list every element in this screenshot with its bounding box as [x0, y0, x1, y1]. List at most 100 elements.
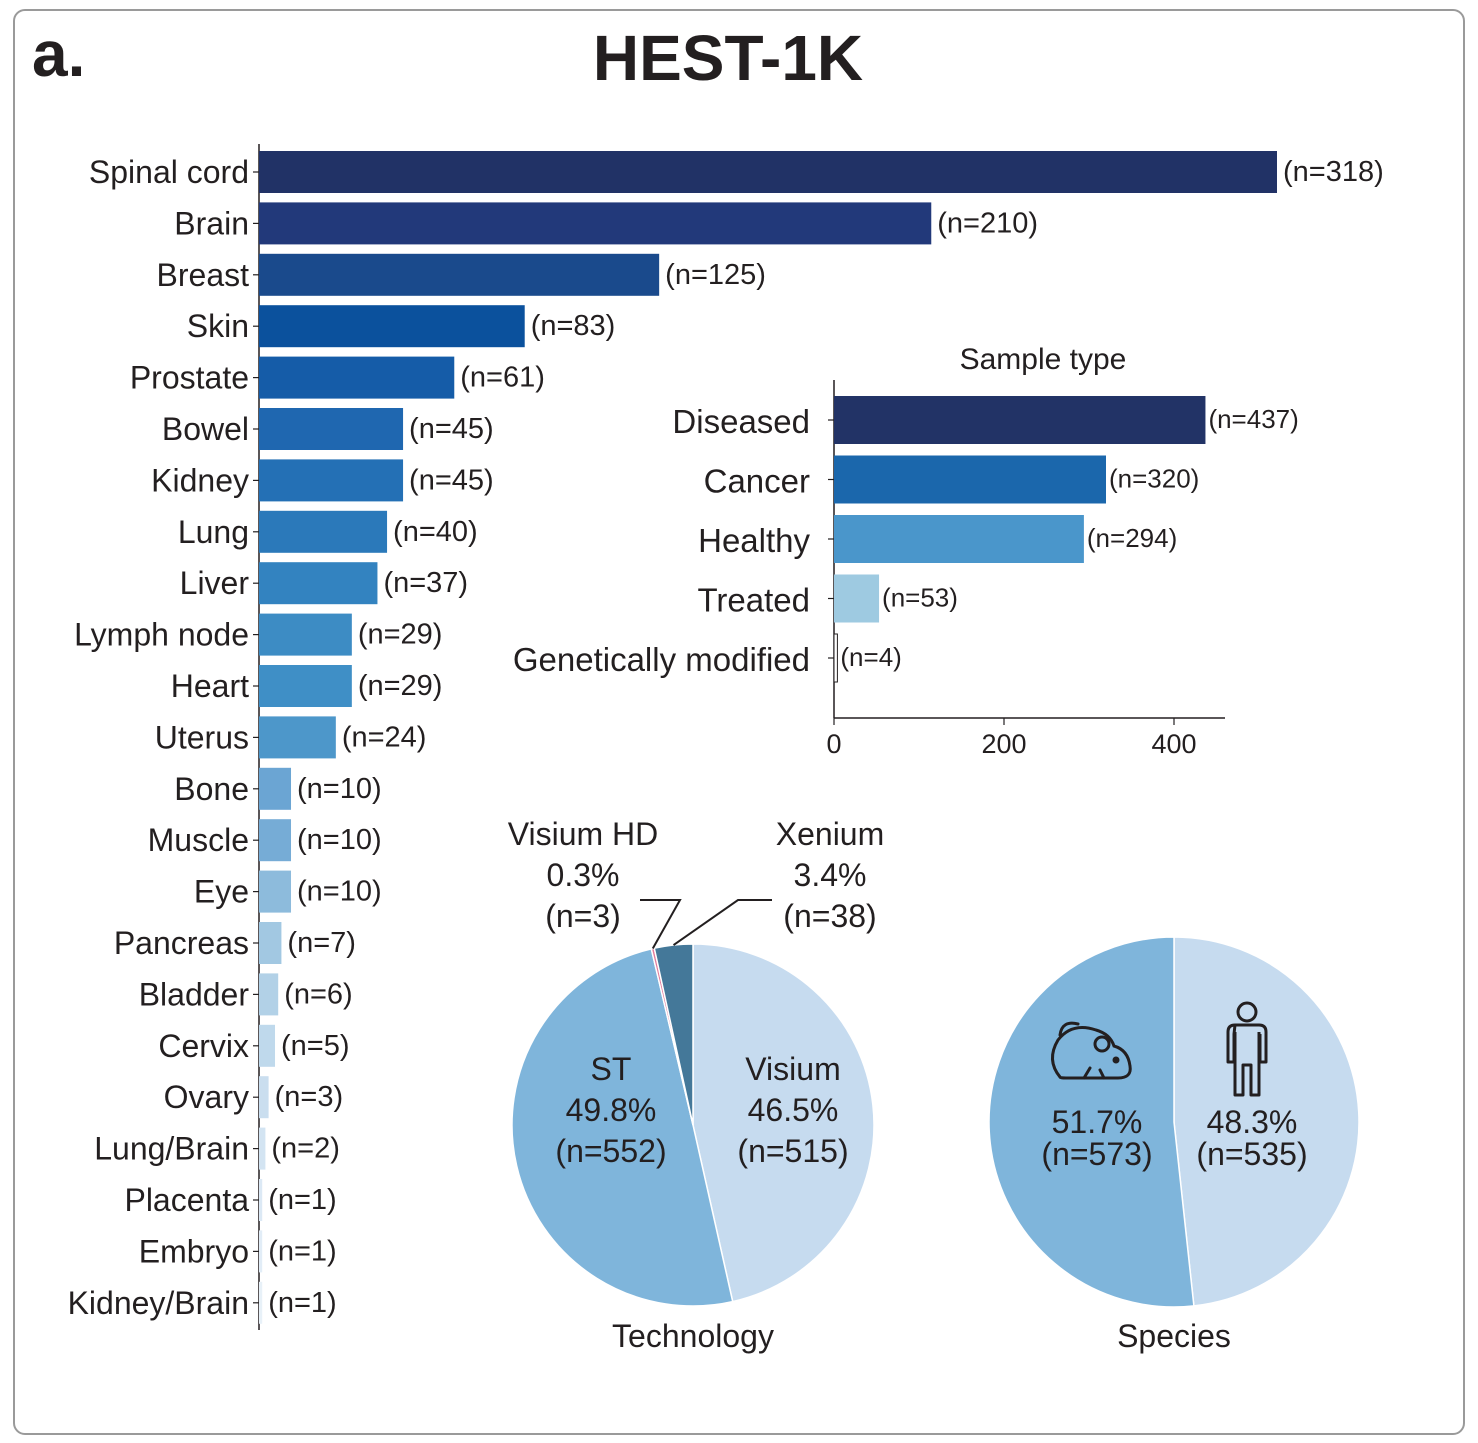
tissue-category-label: Bladder — [139, 976, 250, 1012]
tissue-bar — [259, 613, 352, 656]
tissue-value-label: (n=6) — [284, 978, 353, 1010]
tissue-value-label: (n=3) — [275, 1081, 344, 1113]
tissue-value-label: (n=24) — [342, 721, 427, 753]
technology-slice-pct: 0.3% — [547, 857, 620, 893]
sample-category-label: Treated — [697, 582, 810, 619]
tissue-value-label: (n=29) — [358, 670, 443, 702]
tissue-bar — [259, 716, 336, 759]
sample-category-label: Cancer — [704, 463, 810, 500]
tissue-bar — [259, 1127, 266, 1170]
sample-category-label: Healthy — [698, 522, 810, 559]
tissue-bar — [259, 819, 292, 862]
technology-slice-count: (n=38) — [783, 898, 876, 934]
tissue-bar — [259, 253, 660, 296]
species-slice-pct: 48.3% — [1207, 1104, 1298, 1140]
technology-slice-name: ST — [591, 1051, 632, 1087]
species-pie-slice — [988, 936, 1195, 1308]
tissue-value-label: (n=29) — [358, 619, 443, 651]
tissue-category-label: Skin — [187, 308, 249, 344]
tissue-bar — [259, 510, 388, 553]
technology-slice-pct: 3.4% — [794, 857, 867, 893]
tissue-value-label: (n=40) — [393, 516, 478, 548]
tissue-value-label: (n=7) — [287, 927, 356, 959]
tissue-bar — [259, 562, 378, 605]
technology-slice-count: (n=3) — [545, 898, 621, 934]
tissue-value-label: (n=125) — [665, 259, 766, 291]
tissue-value-label: (n=10) — [297, 773, 382, 805]
sample-x-tick-label: 400 — [1151, 729, 1196, 759]
tissue-bar — [259, 973, 279, 1016]
sample-category-label: Diseased — [672, 403, 810, 440]
tissue-category-label: Lung/Brain — [94, 1131, 249, 1167]
tissue-bar — [259, 1230, 263, 1273]
tissue-category-label: Muscle — [148, 822, 249, 858]
species-pie-title: Species — [1117, 1318, 1231, 1354]
tissue-bar — [259, 202, 932, 245]
tissue-bar — [259, 356, 455, 399]
tissue-category-label: Bone — [174, 771, 249, 807]
tissue-category-label: Placenta — [124, 1182, 249, 1218]
tissue-value-label: (n=318) — [1283, 156, 1384, 188]
sample-value-label: (n=320) — [1109, 464, 1199, 494]
technology-slice-name: Visium HD — [508, 816, 659, 852]
panel-label: a. — [32, 18, 86, 90]
sample-value-label: (n=437) — [1208, 404, 1298, 434]
tissue-category-label: Embryo — [139, 1233, 249, 1269]
technology-leader-line — [672, 899, 772, 946]
figure-frame — [13, 9, 1465, 1435]
tissue-category-label: Ovary — [164, 1079, 249, 1115]
sample-bar — [834, 396, 1206, 444]
tissue-bar — [259, 305, 525, 348]
sample-bar — [834, 574, 880, 623]
sample-x-tick-label: 0 — [826, 729, 841, 759]
species-slice-count: (n=535) — [1196, 1136, 1307, 1172]
tissue-category-label: Prostate — [130, 360, 249, 396]
technology-slice-count: (n=515) — [737, 1133, 848, 1169]
tissue-bar — [259, 1076, 269, 1119]
sample-value-label: (n=53) — [882, 583, 958, 613]
sample-value-label: (n=294) — [1087, 523, 1177, 553]
tissue-category-label: Breast — [157, 257, 250, 293]
tissue-category-label: Liver — [180, 565, 250, 601]
tissue-category-label: Brain — [174, 205, 249, 241]
tissue-bar — [259, 459, 404, 502]
tissue-bar — [259, 1281, 263, 1324]
tissue-bar — [259, 151, 1277, 193]
tissue-category-label: Spinal cord — [89, 154, 249, 190]
tissue-category-label: Lung — [178, 514, 249, 550]
sample-bar — [833, 633, 838, 683]
tissue-category-label: Pancreas — [114, 925, 249, 961]
tissue-category-label: Kidney — [151, 462, 249, 498]
technology-pie-title: Technology — [612, 1318, 774, 1354]
sample-type-title: Sample type — [960, 343, 1127, 376]
tissue-bar — [259, 1024, 276, 1067]
technology-pie-slice — [692, 943, 875, 1303]
tissue-value-label: (n=210) — [937, 207, 1038, 239]
tissue-category-label: Heart — [171, 668, 249, 704]
tissue-category-label: Eye — [194, 874, 249, 910]
technology-slice-count: (n=552) — [555, 1133, 666, 1169]
tissue-value-label: (n=5) — [281, 1030, 350, 1062]
species-pie-slice — [1173, 936, 1360, 1307]
tissue-value-label: (n=45) — [409, 464, 494, 496]
technology-leader-line — [640, 899, 682, 950]
technology-slice-name: Xenium — [776, 816, 885, 852]
tissue-category-label: Cervix — [158, 1028, 249, 1064]
tissue-value-label: (n=1) — [268, 1235, 337, 1267]
sample-bar — [834, 455, 1106, 504]
tissue-bar — [259, 1179, 263, 1221]
species-slice-pct: 51.7% — [1052, 1104, 1143, 1140]
tissue-bar — [259, 870, 292, 913]
tissue-bar — [259, 665, 352, 707]
sample-bar — [834, 515, 1084, 563]
tissue-value-label: (n=45) — [409, 413, 494, 445]
tissue-bar — [259, 767, 292, 810]
human-icon — [1226, 1001, 1268, 1097]
figure-title: HEST-1K — [592, 22, 864, 94]
tissue-value-label: (n=10) — [297, 876, 382, 908]
tissue-category-label: Uterus — [155, 719, 249, 755]
tissue-bar — [259, 408, 404, 450]
tissue-value-label: (n=1) — [268, 1184, 337, 1216]
tissue-value-label: (n=2) — [271, 1133, 340, 1165]
